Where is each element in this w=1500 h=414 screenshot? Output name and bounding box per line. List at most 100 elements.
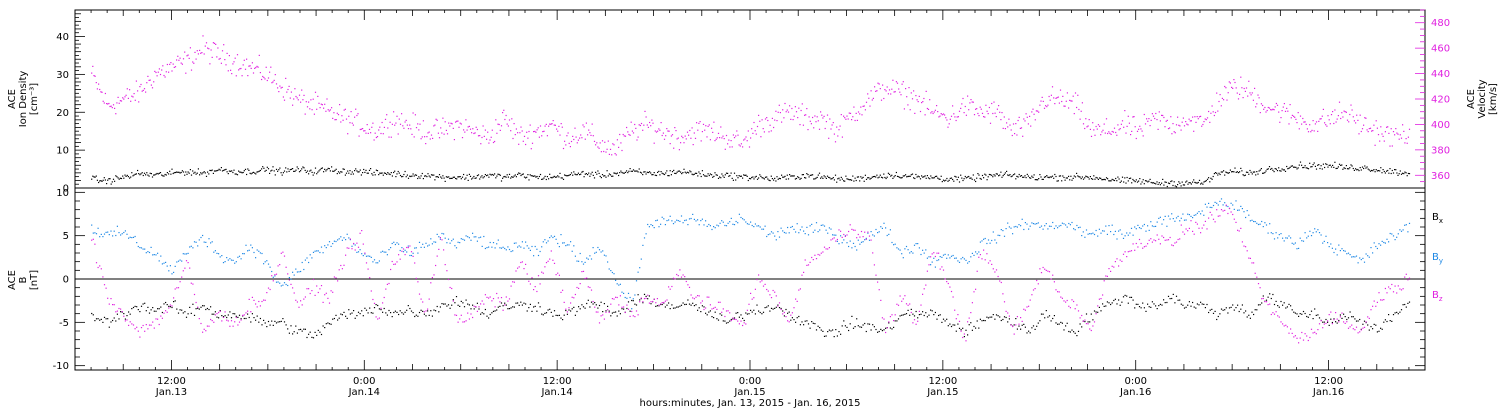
bx-points-point xyxy=(957,324,958,325)
density-points-point xyxy=(619,172,620,173)
by-points-point xyxy=(1115,231,1116,232)
bx-points-point xyxy=(1372,328,1373,329)
by-points-point xyxy=(801,226,802,227)
bz-points-point xyxy=(1153,239,1154,240)
density-points-point xyxy=(821,176,822,177)
by-points-point xyxy=(522,241,523,242)
density-points-point xyxy=(1112,179,1113,180)
bx-points-point xyxy=(827,331,828,332)
density-points-point xyxy=(756,176,757,177)
by-points-point xyxy=(282,285,283,286)
density-points-point xyxy=(338,171,339,172)
by-points-point xyxy=(964,258,965,259)
velocity-points-point xyxy=(1193,131,1194,132)
velocity-points-point xyxy=(631,122,632,123)
bz-points-point xyxy=(930,256,931,257)
bx-points-point xyxy=(1068,331,1069,332)
by-points-point xyxy=(231,260,232,261)
velocity-points-point xyxy=(841,114,842,115)
by-points-point xyxy=(1192,217,1193,218)
bx-points-point xyxy=(474,308,475,309)
bx-points-point xyxy=(1277,305,1278,306)
velocity-points-point xyxy=(716,139,717,140)
bx-points-point xyxy=(1007,321,1008,322)
bz-points-point xyxy=(477,311,478,312)
bz-points-point xyxy=(724,316,725,317)
density-points-point xyxy=(877,177,878,178)
density-points-point xyxy=(115,175,116,176)
bx-points-point xyxy=(469,304,470,305)
velocity-points-point xyxy=(539,137,540,138)
velocity-points-point xyxy=(908,87,909,88)
bx-points-point xyxy=(466,300,467,301)
velocity-points-point xyxy=(786,111,787,112)
velocity-points-point xyxy=(308,102,309,103)
velocity-points-point xyxy=(1214,115,1215,116)
density-points-point xyxy=(849,179,850,180)
bz-points-point xyxy=(1107,276,1108,277)
bz-points-point xyxy=(266,292,267,293)
density-points-point xyxy=(794,175,795,176)
bx-points-point xyxy=(684,304,685,305)
by-points-point xyxy=(1351,256,1352,257)
velocity-points-point xyxy=(790,119,791,120)
by-points-point xyxy=(160,256,161,257)
bx-points-point xyxy=(207,308,208,309)
density-points-point xyxy=(611,176,612,177)
bz-points-point xyxy=(374,303,375,304)
velocity-points-point xyxy=(1365,118,1366,119)
density-points-point xyxy=(898,176,899,177)
velocity-points-point xyxy=(363,130,364,131)
velocity-points-point xyxy=(190,47,191,48)
bx-points-point xyxy=(570,310,571,311)
velocity-points-point xyxy=(1395,128,1396,129)
by-points-point xyxy=(1094,234,1095,235)
bx-points-point xyxy=(917,317,918,318)
by-points-point xyxy=(750,222,751,223)
density-points-point xyxy=(367,173,368,174)
by-points-point xyxy=(438,236,439,237)
by-points-point xyxy=(1010,228,1011,229)
velocity-points-point xyxy=(1264,107,1265,108)
density-points-point xyxy=(604,175,605,176)
bx-points-point xyxy=(748,313,749,314)
bx-points-point xyxy=(1142,303,1143,304)
velocity-points-point xyxy=(673,148,674,149)
velocity-points-point xyxy=(752,133,753,134)
density-points-point xyxy=(1267,169,1268,170)
bz-points-point xyxy=(758,274,759,275)
velocity-points-point xyxy=(553,120,554,121)
bz-points-point xyxy=(1102,294,1103,295)
density-points-point xyxy=(487,175,488,176)
velocity-points-point xyxy=(713,122,714,123)
density-points-point xyxy=(395,176,396,177)
velocity-points-point xyxy=(346,119,347,120)
density-points-point xyxy=(1354,170,1355,171)
velocity-points-point xyxy=(238,69,239,70)
bz-points-point xyxy=(387,284,388,285)
bz-points-point xyxy=(1089,328,1090,329)
bx-points-point xyxy=(789,312,790,313)
by-points-point xyxy=(421,247,422,248)
density-points-point xyxy=(1257,174,1258,175)
bx-points-point xyxy=(1250,318,1251,319)
density-points-point xyxy=(365,170,366,171)
by-points-point xyxy=(1139,227,1140,228)
velocity-points-point xyxy=(1283,107,1284,108)
bx-points-point xyxy=(1097,312,1098,313)
density-points-point xyxy=(582,171,583,172)
velocity-points-point xyxy=(338,114,339,115)
velocity-points-point xyxy=(1023,118,1024,119)
velocity-points-point xyxy=(642,130,643,131)
by-points-point xyxy=(118,232,119,233)
density-points-point xyxy=(623,173,624,174)
density-points-point xyxy=(1349,167,1350,168)
velocity-points-point xyxy=(198,53,199,54)
density-points-point xyxy=(1059,176,1060,177)
velocity-points-point xyxy=(1255,106,1256,107)
bz-points-point xyxy=(800,288,801,289)
velocity-points-point xyxy=(259,55,260,56)
bz-points-point xyxy=(536,291,537,292)
by-points-point xyxy=(893,244,894,245)
by-points-point xyxy=(162,263,163,264)
